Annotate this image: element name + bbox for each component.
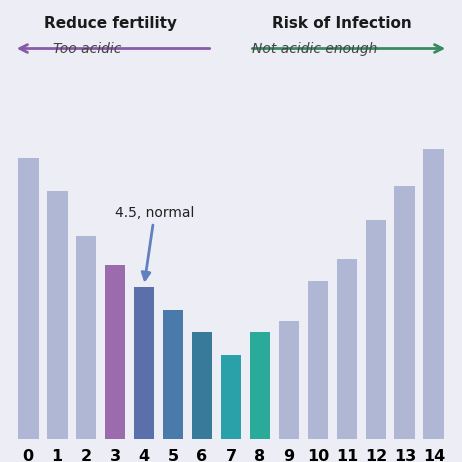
Text: Risk of Infection: Risk of Infection: [272, 16, 412, 30]
Bar: [76, 237, 97, 439]
Bar: [365, 219, 386, 439]
Text: Reduce fertility: Reduce fertility: [44, 16, 177, 30]
Text: Too acidic: Too acidic: [53, 42, 122, 55]
Bar: [47, 191, 67, 439]
Bar: [336, 259, 358, 439]
Bar: [395, 186, 415, 439]
Bar: [134, 287, 154, 439]
Bar: [163, 310, 183, 439]
Bar: [308, 281, 328, 439]
Bar: [220, 354, 242, 439]
Bar: [18, 158, 38, 439]
Bar: [249, 332, 270, 439]
Bar: [192, 332, 213, 439]
Bar: [424, 149, 444, 439]
Text: Not acidic enough: Not acidic enough: [252, 42, 377, 55]
Bar: [104, 265, 126, 439]
Bar: [279, 321, 299, 439]
Text: 4.5, normal: 4.5, normal: [115, 206, 195, 280]
